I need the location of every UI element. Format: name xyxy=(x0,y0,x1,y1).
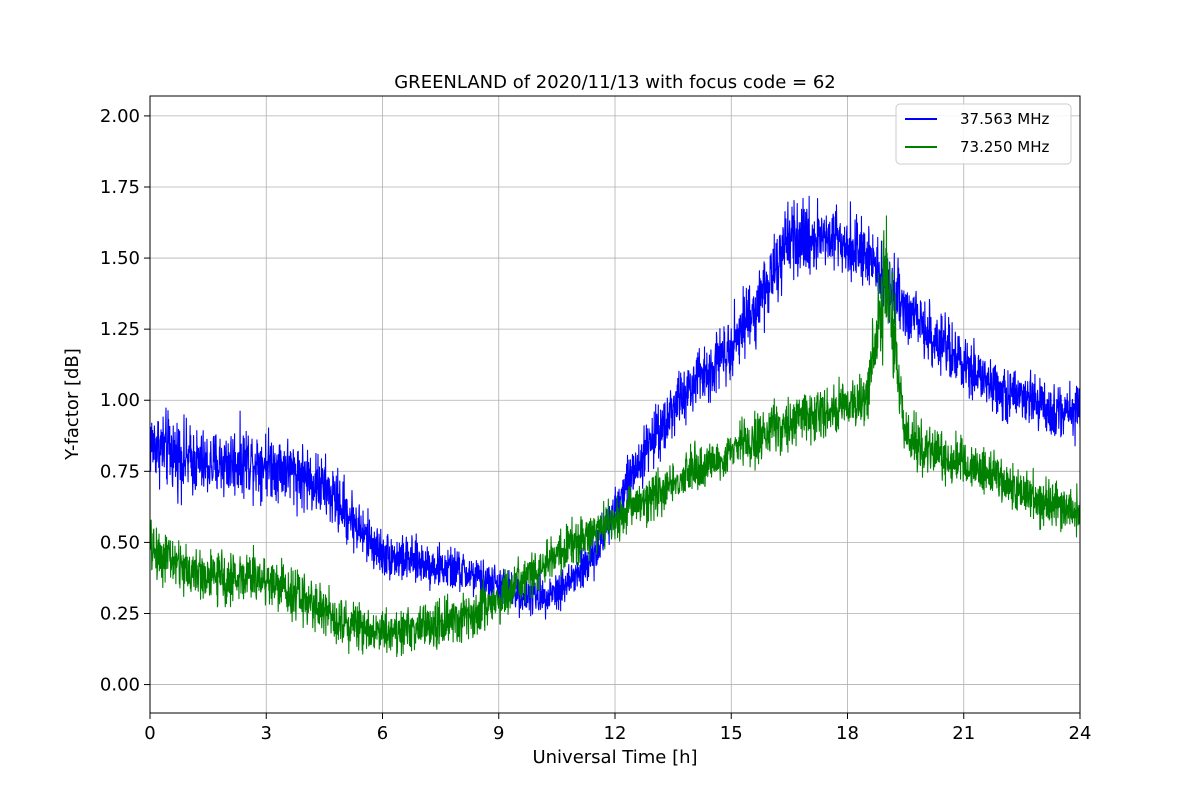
y-tick-label: 1.75 xyxy=(100,177,140,198)
y-tick-label: 0.50 xyxy=(100,532,140,553)
y-tick-label: 2.00 xyxy=(100,106,140,127)
x-tick-label: 12 xyxy=(604,723,627,744)
x-axis-label: Universal Time [h] xyxy=(532,747,697,768)
chart-title: GREENLAND of 2020/11/13 with focus code … xyxy=(394,72,836,93)
series-layer xyxy=(150,195,1080,658)
x-axis-ticks: 0 3 6 9 12 15 18 21 24 xyxy=(144,713,1091,744)
y-axis-ticks: 0.00 0.25 0.50 0.75 1.00 1.25 1.50 1.75 2.00 xyxy=(100,106,150,696)
y-tick-label: 1.50 xyxy=(100,248,140,269)
y-tick-label: 1.25 xyxy=(100,319,140,340)
x-tick-label: 18 xyxy=(836,723,859,744)
x-tick-label: 0 xyxy=(144,723,155,744)
x-tick-label: 6 xyxy=(377,723,388,744)
series-line-1 xyxy=(150,215,1080,658)
y-axis-label: Y-factor [dB] xyxy=(62,348,83,461)
x-tick-label: 24 xyxy=(1069,723,1092,744)
y-tick-label: 0.75 xyxy=(100,461,140,482)
legend-label-series-0: 37.563 MHz xyxy=(960,110,1049,128)
x-tick-label: 9 xyxy=(493,723,504,744)
legend-label-series-1: 73.250 MHz xyxy=(960,138,1049,156)
x-tick-label: 15 xyxy=(720,723,743,744)
legend-box xyxy=(895,103,1072,165)
legend: 37.563 MHz 73.250 MHz xyxy=(895,103,1072,165)
y-tick-label: 1.00 xyxy=(100,390,140,411)
x-tick-label: 21 xyxy=(952,723,975,744)
y-tick-label: 0.00 xyxy=(100,675,140,696)
y-tick-label: 0.25 xyxy=(100,603,140,624)
x-tick-label: 3 xyxy=(261,723,272,744)
